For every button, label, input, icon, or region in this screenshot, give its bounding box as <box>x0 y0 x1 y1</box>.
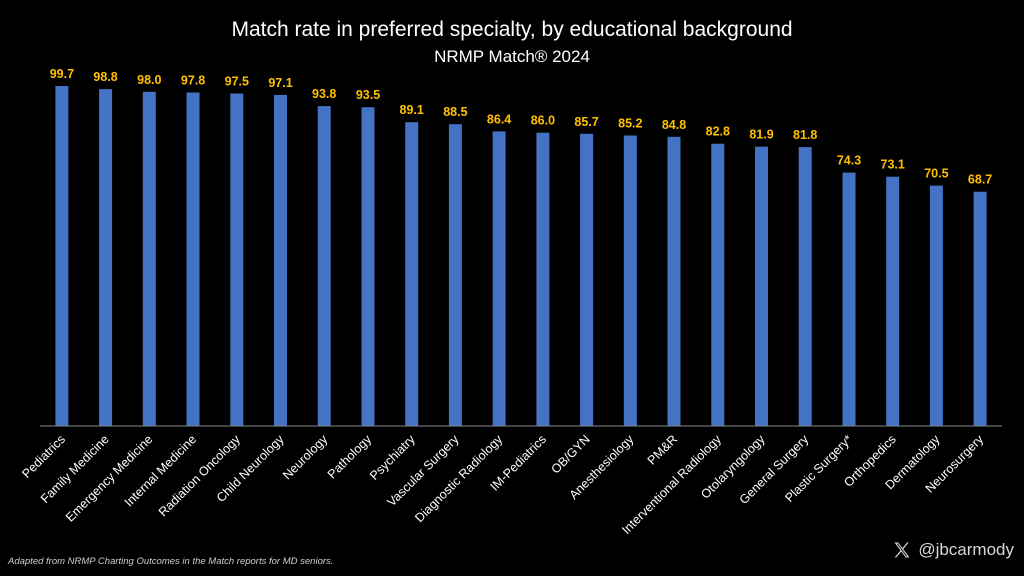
category-label-14: PM&R <box>645 432 680 467</box>
data-label-17: 81.8 <box>793 128 817 142</box>
x-logo-icon <box>894 542 910 558</box>
category-label-6: Neurology <box>280 432 331 483</box>
bar-15 <box>711 143 725 426</box>
bar-11 <box>536 132 550 426</box>
bar-9 <box>448 124 462 426</box>
bar-18 <box>842 172 856 426</box>
data-label-13: 85.2 <box>618 117 642 131</box>
chart-subtitle: NRMP Match® 2024 <box>434 47 590 66</box>
data-label-3: 97.8 <box>181 74 205 88</box>
bar-5 <box>274 94 287 427</box>
bar-13 <box>623 135 637 426</box>
data-label-4: 97.5 <box>225 75 249 89</box>
bar-19 <box>886 176 900 426</box>
data-label-2: 98.0 <box>137 73 161 87</box>
data-label-15: 82.8 <box>706 125 730 139</box>
author-handle[interactable]: @jbcarmody <box>892 540 1014 560</box>
data-label-21: 68.7 <box>968 173 992 187</box>
data-label-20: 70.5 <box>924 167 948 181</box>
bar-1 <box>99 89 113 426</box>
data-label-10: 86.4 <box>487 112 511 126</box>
chart-title: Match rate in preferred specialty, by ed… <box>231 18 793 41</box>
bar-20 <box>929 185 943 426</box>
bar-3 <box>186 92 200 426</box>
bar-14 <box>667 136 681 427</box>
data-label-8: 89.1 <box>400 103 424 117</box>
bar-10 <box>492 131 506 426</box>
bar-0 <box>55 86 69 426</box>
author-handle-text: @jbcarmody <box>918 540 1014 559</box>
data-label-16: 81.9 <box>749 128 773 142</box>
bar-12 <box>580 133 594 427</box>
category-label-12: OB/GYN <box>548 432 592 476</box>
data-label-5: 97.1 <box>268 76 292 90</box>
bar-2 <box>142 91 156 427</box>
data-label-14: 84.8 <box>662 118 686 132</box>
data-label-9: 88.5 <box>443 105 467 119</box>
category-label-4: Radiation Oncology <box>156 432 244 520</box>
bar-7 <box>361 107 375 426</box>
data-label-1: 98.8 <box>93 70 117 84</box>
bar-21 <box>973 191 987 426</box>
source-footnote: Adapted from NRMP Charting Outcomes in t… <box>8 556 334 567</box>
bar-8 <box>405 122 419 426</box>
data-label-7: 93.5 <box>356 88 380 102</box>
bar-16 <box>755 146 768 426</box>
category-label-2: Emergency Medicine <box>63 432 155 524</box>
data-label-18: 74.3 <box>837 154 861 168</box>
bar-4 <box>230 93 244 426</box>
data-label-6: 93.8 <box>312 87 336 101</box>
data-label-12: 85.7 <box>574 115 598 129</box>
data-label-19: 73.1 <box>881 158 905 172</box>
bar-6 <box>317 106 331 426</box>
data-label-11: 86.0 <box>531 114 555 128</box>
data-label-0: 99.7 <box>50 67 74 81</box>
bar-17 <box>798 147 812 426</box>
